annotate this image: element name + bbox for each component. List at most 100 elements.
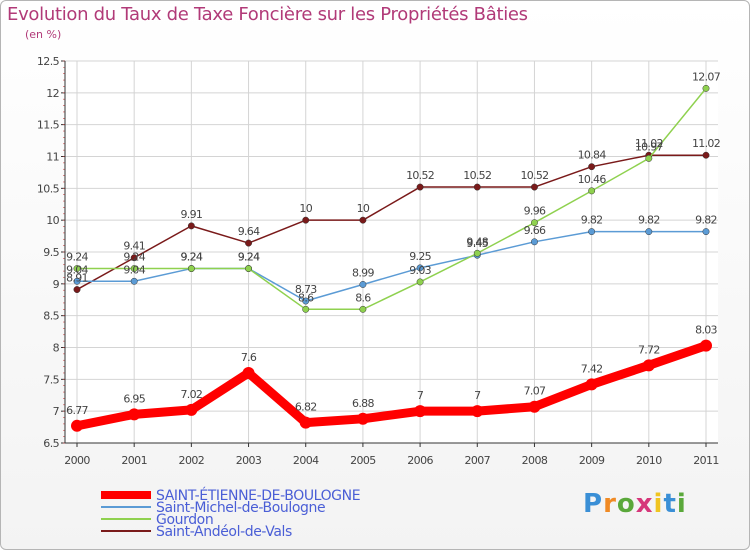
- series-gourdon: [73, 84, 710, 313]
- data-point-gourdon: [645, 154, 653, 162]
- data-label-saint-michel-de-boulogne: 9.82: [638, 214, 660, 227]
- data-point-saint-michel-de-boulogne: [416, 264, 424, 272]
- x-tick-label: 2000: [64, 454, 90, 467]
- data-point-saint-etienne-de-boulogne: [585, 378, 598, 391]
- data-point-saint-andeol-de-vals: [702, 151, 710, 159]
- legend-label-gourdon: Gourdon: [156, 512, 213, 528]
- data-label-saint-michel-de-boulogne: 9.24: [181, 251, 203, 264]
- data-label-gourdon: 9.96: [524, 205, 546, 218]
- data-label-saint-etienne-de-boulogne: 6.88: [352, 397, 374, 410]
- data-label-gourdon: 9.48: [466, 235, 488, 248]
- x-tick-label: 2011: [693, 454, 719, 467]
- y-tick-label: 8.5: [43, 310, 59, 323]
- y-tick-label: 12: [46, 87, 59, 100]
- data-point-gourdon: [130, 265, 138, 273]
- legend-item-gourdon: Gourdon: [101, 512, 214, 528]
- data-point-gourdon: [588, 187, 596, 195]
- data-point-saint-michel-de-boulogne: [588, 228, 596, 236]
- data-label-gourdon: 8.6: [298, 291, 314, 304]
- x-tick-label: 2003: [236, 454, 262, 467]
- data-label-saint-michel-de-boulogne: 9.82: [581, 214, 603, 227]
- legend-label-saint-andeol-de-vals: Saint-Andéol-de-Vals: [156, 524, 292, 540]
- data-label-saint-etienne-de-boulogne: 6.95: [123, 392, 145, 405]
- logo-letter: r: [603, 489, 617, 519]
- data-point-saint-andeol-de-vals: [416, 183, 424, 191]
- y-tick-label: 10: [46, 214, 59, 227]
- data-label-saint-michel-de-boulogne: 9.24: [238, 251, 260, 264]
- legend-label-saint-michel-de-boulogne: Saint-Michel-de-Boulogne: [156, 500, 325, 516]
- data-point-gourdon: [73, 265, 81, 273]
- data-point-saint-andeol-de-vals: [187, 222, 195, 230]
- data-label-saint-andeol-de-vals: 11.02: [635, 137, 663, 150]
- data-point-saint-michel-de-boulogne: [359, 281, 367, 288]
- data-label-saint-etienne-de-boulogne: 7: [417, 389, 424, 402]
- data-point-saint-andeol-de-vals: [130, 254, 138, 262]
- data-label-saint-etienne-de-boulogne: 7.42: [581, 362, 603, 375]
- data-point-saint-etienne-de-boulogne: [528, 400, 541, 413]
- data-point-saint-michel-de-boulogne: [130, 277, 138, 285]
- data-label-saint-michel-de-boulogne: 9.45: [466, 237, 488, 250]
- chart-title: Evolution du Taux de Taxe Foncière sur l…: [7, 4, 528, 25]
- y-tick-label: 8: [53, 342, 60, 355]
- data-point-saint-etienne-de-boulogne: [356, 412, 369, 425]
- data-point-saint-michel-de-boulogne: [702, 228, 710, 236]
- x-tick-label: 2009: [579, 454, 605, 467]
- data-label-saint-michel-de-boulogne: 9.25: [409, 250, 431, 263]
- series-line-gourdon: [76, 87, 707, 311]
- data-point-saint-andeol-de-vals: [302, 216, 310, 224]
- data-label-saint-etienne-de-boulogne: 7.07: [524, 385, 546, 398]
- data-label-gourdon: 9.24: [238, 251, 260, 264]
- data-point-saint-etienne-de-boulogne: [128, 408, 141, 421]
- data-point-saint-etienne-de-boulogne: [414, 405, 427, 418]
- x-tick-label: 2007: [464, 454, 490, 467]
- data-label-gourdon: 9.24: [66, 251, 88, 264]
- y-tick-label: 7: [53, 405, 60, 418]
- data-label-saint-etienne-de-boulogne: 6.82: [295, 401, 317, 414]
- logo-letter: P: [583, 489, 604, 519]
- data-label-gourdon: 9.24: [181, 251, 203, 264]
- data-label-saint-michel-de-boulogne: 9.04: [66, 263, 88, 276]
- legend-item-saint-etienne-de-boulogne: SAINT-ÉTIENNE-DE-BOULOGNE: [101, 487, 361, 504]
- data-point-gourdon: [531, 219, 538, 227]
- data-label-saint-andeol-de-vals: 10.52: [520, 169, 548, 182]
- data-point-saint-andeol-de-vals: [245, 239, 252, 247]
- data-point-gourdon: [702, 84, 710, 92]
- data-point-saint-etienne-de-boulogne: [642, 359, 655, 372]
- data-label-saint-andeol-de-vals: 10.52: [463, 169, 491, 182]
- data-point-saint-michel-de-boulogne: [302, 297, 310, 305]
- data-label-saint-michel-de-boulogne: 8.99: [352, 266, 374, 279]
- series-line-saint-andeol-de-vals: [76, 154, 707, 291]
- data-point-saint-andeol-de-vals: [359, 216, 367, 224]
- data-label-saint-andeol-de-vals: 10: [357, 202, 370, 215]
- data-point-gourdon: [302, 305, 310, 313]
- data-label-saint-michel-de-boulogne: 9.66: [524, 224, 546, 237]
- x-tick-label: 2006: [407, 454, 433, 467]
- data-point-saint-etienne-de-boulogne: [299, 416, 312, 429]
- logo-letter: i: [676, 489, 687, 519]
- data-point-saint-michel-de-boulogne: [645, 228, 653, 236]
- series-layer: [71, 84, 712, 432]
- legend-label-saint-etienne-de-boulogne: SAINT-ÉTIENNE-DE-BOULOGNE: [156, 487, 360, 504]
- y-tick-label: 9.5: [43, 246, 59, 259]
- data-label-saint-etienne-de-boulogne: 7: [474, 389, 481, 402]
- data-label-saint-etienne-de-boulogne: 8.03: [695, 324, 717, 337]
- legend-item-saint-michel-de-boulogne: Saint-Michel-de-Boulogne: [101, 500, 326, 516]
- data-point-saint-etienne-de-boulogne: [71, 419, 83, 432]
- axis-layer: 6.5 7 7.5 8 8.5 9 9.5 10 10.5 11 11.5 12 12.5 2000 200…: [37, 55, 719, 467]
- x-tick-label: 2002: [179, 454, 205, 467]
- data-label-gourdon: 9.24: [123, 251, 145, 264]
- series-line-saint-michel-de-boulogne: [76, 230, 707, 302]
- data-label-saint-michel-de-boulogne: 9.04: [123, 263, 145, 276]
- x-tick-label: 2005: [350, 454, 376, 467]
- data-point-saint-andeol-de-vals: [73, 286, 81, 294]
- data-label-saint-michel-de-boulogne: 8.73: [295, 283, 317, 296]
- proxiti-logo: Proxiti: [583, 489, 687, 519]
- data-label-saint-etienne-de-boulogne: 7.02: [181, 388, 203, 401]
- data-point-saint-michel-de-boulogne: [73, 277, 81, 285]
- data-label-saint-andeol-de-vals: 9.64: [238, 225, 260, 238]
- data-point-gourdon: [416, 278, 424, 286]
- logo-letter: t: [663, 489, 677, 519]
- data-label-saint-andeol-de-vals: 9.91: [181, 208, 203, 221]
- data-label-saint-andeol-de-vals: 9.41: [123, 240, 145, 253]
